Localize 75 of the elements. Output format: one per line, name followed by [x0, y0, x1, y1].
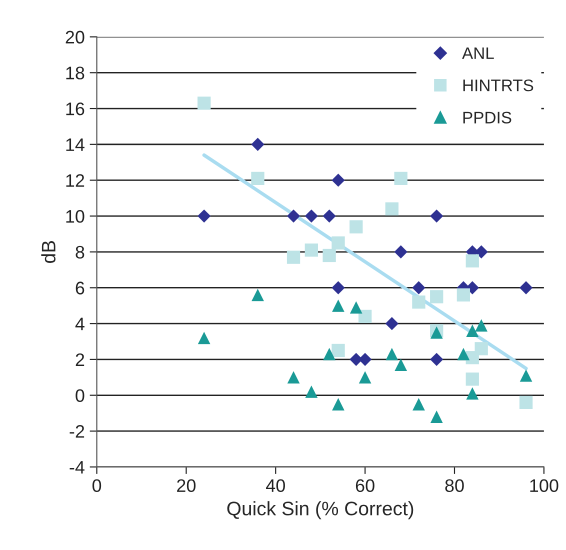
point: [332, 344, 345, 358]
point: [412, 398, 425, 410]
x-axis-title: Quick Sin (% Correct): [227, 501, 414, 520]
point: [332, 299, 344, 312]
y-tick-label: 18: [66, 66, 84, 80]
point: [466, 372, 479, 386]
point: [385, 202, 398, 216]
point: [198, 96, 211, 110]
point: [332, 281, 345, 294]
point: [394, 245, 408, 258]
y-tick-label: 14: [66, 138, 84, 151]
legend-label: ANL: [462, 47, 494, 59]
x-tick-label: 20: [177, 479, 196, 492]
point: [475, 319, 488, 332]
y-axis-title: dB: [41, 241, 56, 263]
x-tick-label: 0: [92, 479, 102, 492]
point: [456, 288, 470, 302]
point: [412, 281, 426, 294]
point: [198, 209, 211, 223]
point: [286, 209, 300, 223]
point: [520, 369, 532, 382]
point: [394, 172, 408, 186]
point: [519, 396, 533, 410]
y-tick-label: 0: [76, 389, 84, 402]
point: [358, 310, 372, 324]
point: [287, 371, 300, 384]
point: [457, 348, 470, 360]
point: [332, 236, 345, 250]
y-tick-label: 20: [66, 30, 84, 44]
y-tick-label: 2: [76, 353, 84, 366]
x-tick-label: 80: [445, 479, 464, 492]
point: [252, 288, 264, 302]
point: [394, 358, 408, 372]
point: [386, 348, 398, 360]
point: [198, 332, 210, 344]
point: [305, 385, 318, 398]
point: [430, 290, 444, 304]
y-tick-label: 8: [76, 246, 84, 259]
y-tick-label: 12: [66, 174, 84, 187]
point: [286, 250, 300, 264]
point: [251, 172, 264, 186]
legend-label: HINTRTS: [463, 79, 534, 92]
point: [350, 220, 363, 234]
point: [430, 352, 444, 366]
point: [322, 209, 336, 223]
x-tick-label: 60: [356, 479, 374, 492]
point: [474, 342, 488, 356]
point: [466, 324, 479, 337]
point: [322, 248, 336, 262]
y-tick-label: 6: [76, 282, 84, 294]
y-tick-label: -2: [70, 425, 84, 438]
point: [466, 281, 479, 294]
x-tick-label: 40: [266, 479, 285, 492]
legend-label: PPDIS: [463, 112, 512, 124]
point: [466, 387, 479, 400]
point: [430, 209, 444, 223]
point: [385, 316, 398, 330]
point: [323, 348, 336, 360]
point: [412, 295, 426, 309]
point: [474, 245, 488, 258]
point: [466, 254, 479, 268]
y-tick-label: 4: [75, 318, 84, 330]
y-tick-label: -4: [70, 461, 84, 474]
point: [519, 281, 533, 294]
point: [304, 244, 318, 257]
point: [430, 410, 443, 423]
x-tick-label: 100: [530, 479, 558, 492]
point: [251, 138, 264, 151]
point: [304, 209, 318, 223]
point: [332, 398, 344, 410]
y-tick-label: 10: [66, 210, 84, 223]
point: [358, 371, 372, 384]
y-tick-label: 16: [66, 102, 84, 116]
point: [350, 301, 362, 314]
point: [332, 174, 345, 187]
